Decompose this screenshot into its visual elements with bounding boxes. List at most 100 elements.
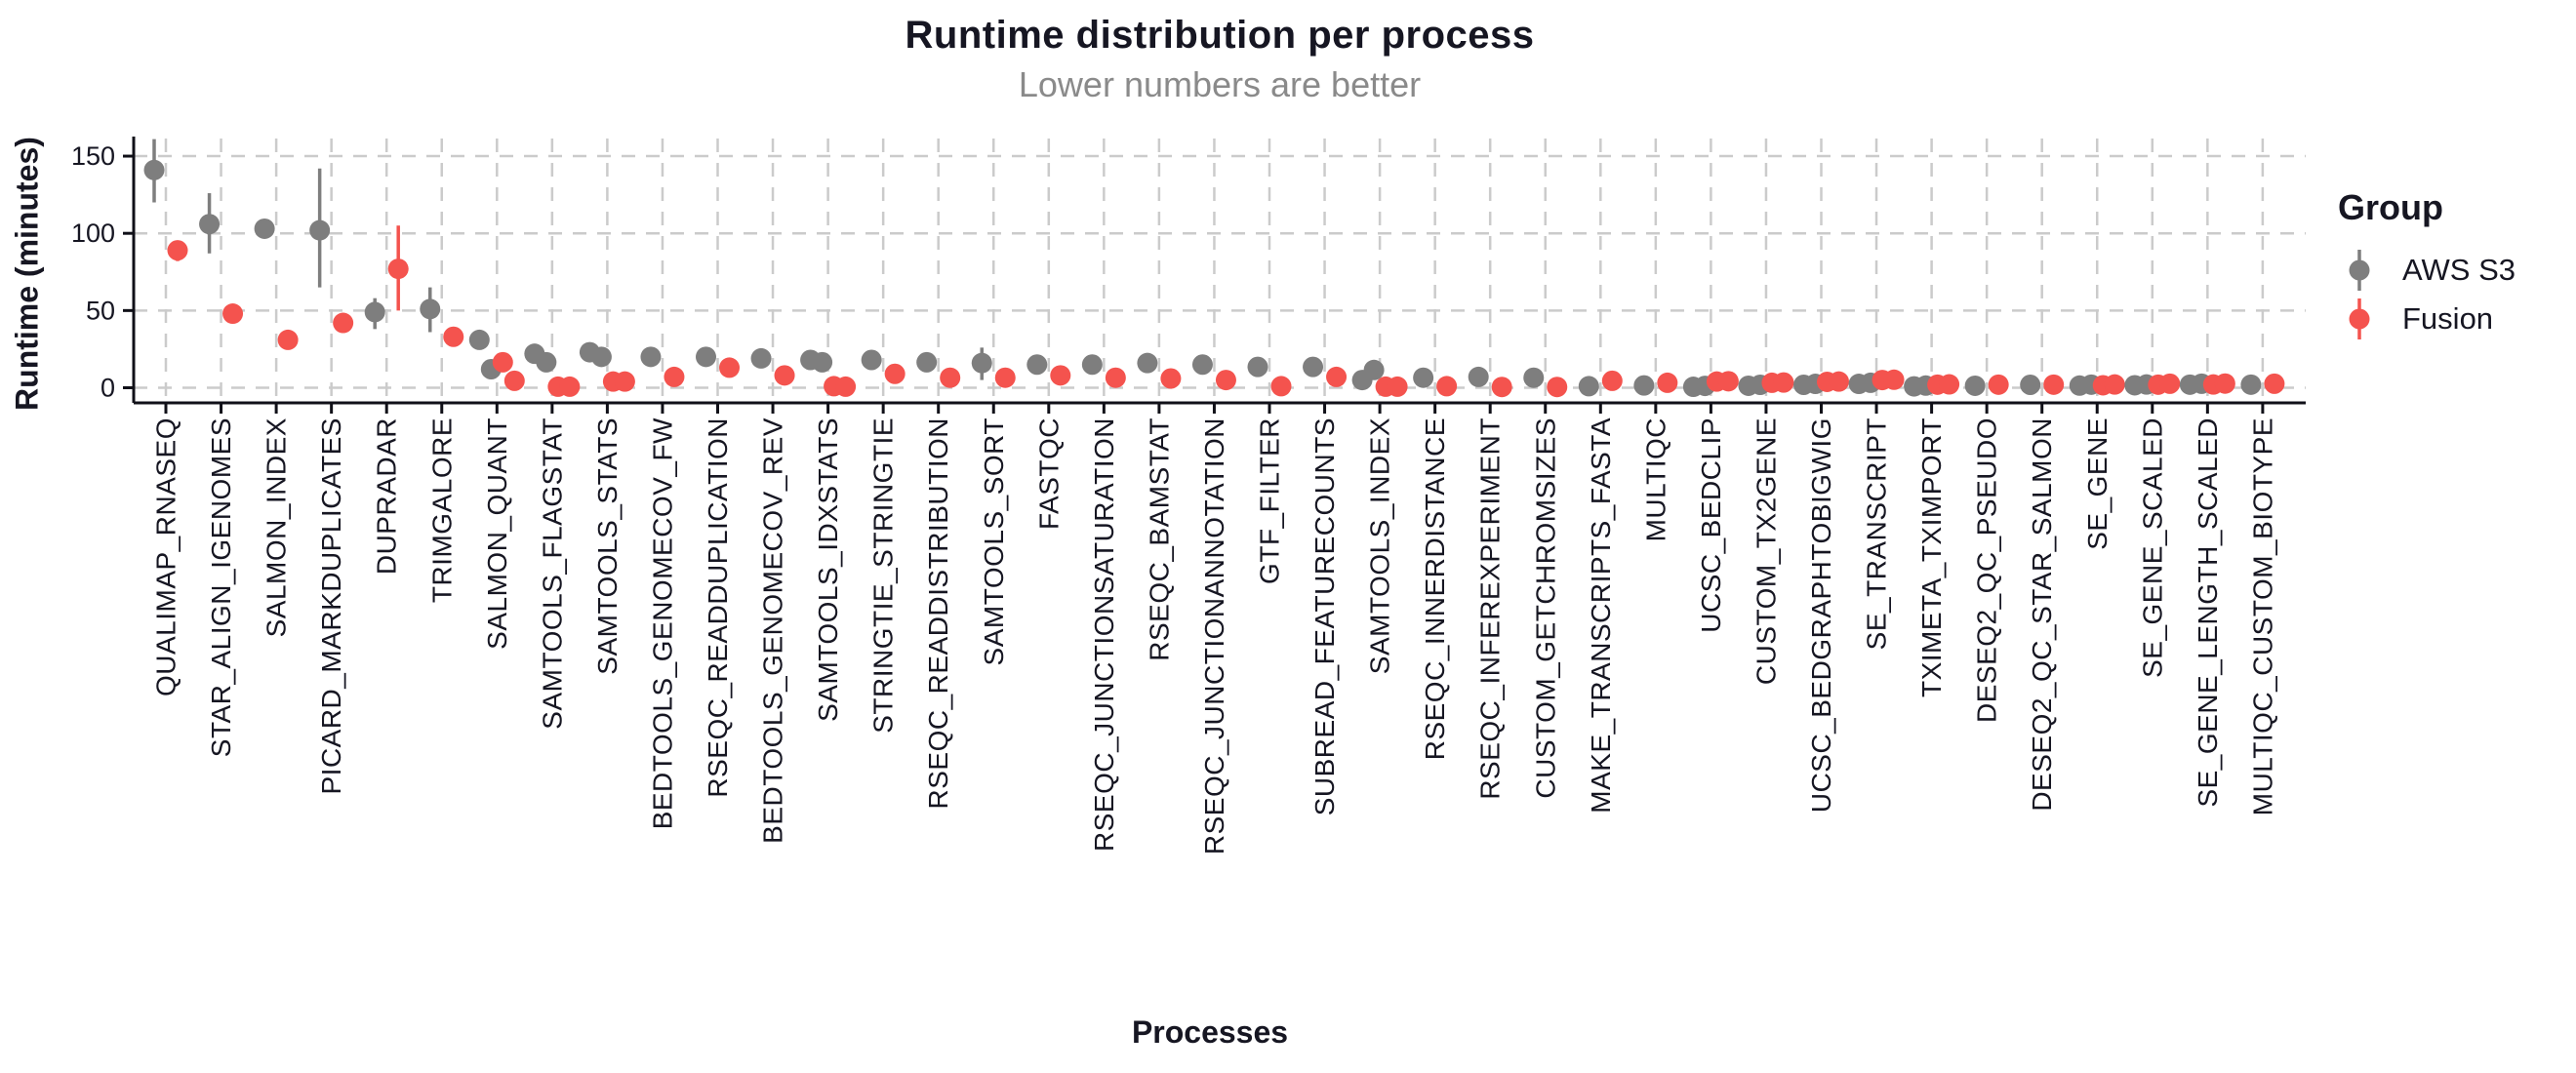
fusion-point <box>664 366 685 387</box>
x-tick-label: FASTQC <box>1033 417 1064 530</box>
aws-s3-point <box>143 159 165 180</box>
x-tick-label: SAMTOOLS_FLAGSTAT <box>537 417 567 730</box>
aws-s3-point <box>468 329 490 350</box>
x-tick-label: SUBREAD_FEATURECOUNTS <box>1309 417 1340 815</box>
aws-s3-point <box>364 301 385 323</box>
legend-entry-label: AWS S3 <box>2402 253 2516 287</box>
x-tick-label: SE_GENE <box>2082 417 2113 550</box>
aws-s3-point <box>1413 367 1434 388</box>
fusion-point <box>1601 370 1623 391</box>
fusion-point <box>2104 374 2125 395</box>
x-tick-label: RSEQC_INNERDISTANCE <box>1420 417 1450 760</box>
fusion-point <box>774 365 795 386</box>
aws-s3-point <box>1247 356 1268 378</box>
fusion-point <box>614 371 635 392</box>
legend-key-icon <box>2349 298 2370 339</box>
fusion-point <box>1988 374 2009 395</box>
aws-s3-point <box>971 352 992 374</box>
fusion-point <box>277 329 299 350</box>
legend-entries: AWS S3 Fusion <box>2338 246 2516 343</box>
fusion-point <box>2043 374 2065 395</box>
x-tick-label: CUSTOM_TX2GENE <box>1751 417 1781 685</box>
x-tick-label: SAMTOOLS_IDXSTATS <box>813 417 843 722</box>
fusion-point <box>2214 373 2235 394</box>
fusion-point <box>1491 377 1512 398</box>
x-tick-label: SE_GENE_SCALED <box>2137 417 2167 678</box>
legend: Group AWS S3 Fusion <box>2338 187 2516 343</box>
legend-title: Group <box>2338 187 2443 227</box>
aws-s3-point <box>1303 356 1324 378</box>
aws-s3-point <box>1137 352 1158 374</box>
x-tick-label: RSEQC_JUNCTIONSATURATION <box>1089 417 1119 852</box>
x-tick-label: SALMON_QUANT <box>482 417 512 650</box>
x-tick-label: UCSC_BEDGRAPHTOBIGWIG <box>1806 417 1836 813</box>
y-tick-label: 100 <box>71 219 115 248</box>
x-tick-label: RSEQC_READDISTRIBUTION <box>923 417 953 810</box>
x-tick-label: QUALIMAP_RNASEQ <box>151 417 181 696</box>
fusion-point <box>994 367 1016 388</box>
x-tick-label: MAKE_TRANSCRIPTS_FASTA <box>1586 417 1616 814</box>
x-tick-label: SAMTOOLS_STATS <box>592 417 623 675</box>
y-tick-label: 50 <box>86 296 115 325</box>
legend-key-icon <box>2349 250 2370 291</box>
aws-s3-point <box>1363 359 1385 380</box>
y-tick-label: 150 <box>71 141 115 171</box>
aws-s3-point <box>1633 375 1655 396</box>
fusion-point <box>387 258 409 280</box>
fusion-point <box>333 312 354 334</box>
fusion-point <box>1773 372 1794 393</box>
fusion-point <box>167 240 188 261</box>
fusion-point <box>1883 369 1905 390</box>
aws-s3-point <box>1523 367 1545 388</box>
fusion-point <box>940 367 961 388</box>
x-tick-label: DESEQ2_QC_PSEUDO <box>1972 417 2002 723</box>
legend-entry-fusion: Fusion <box>2338 295 2516 343</box>
x-tick-label: BEDTOOLS_GENOMECOV_REV <box>758 417 788 844</box>
fusion-point <box>1105 367 1126 388</box>
aws-s3-point <box>1468 366 1489 387</box>
aws-s3-point <box>199 214 221 235</box>
aws-s3-point <box>916 351 938 373</box>
fusion-point <box>1717 371 1739 392</box>
fusion-point <box>1939 374 1960 395</box>
x-tick-label: GTF_FILTER <box>1255 417 1285 584</box>
fusion-point <box>884 363 906 384</box>
fusion-point <box>1050 365 1071 386</box>
aws-s3-point <box>420 298 441 320</box>
aws-s3-point <box>1964 375 1986 396</box>
aws-s3-point <box>590 346 612 368</box>
fusion-point <box>559 376 581 397</box>
x-tick-label: SAMTOOLS_SORT <box>979 417 1009 665</box>
fusion-point <box>443 326 464 347</box>
x-tick-label: STRINGTIE_STRINGTIE <box>868 417 899 734</box>
aws-s3-point <box>1026 354 1048 376</box>
aws-s3-point <box>1081 354 1103 376</box>
fusion-point <box>503 370 525 391</box>
x-tick-label: SALMON_INDEX <box>262 417 292 637</box>
fusion-point <box>1387 376 1408 397</box>
y-axis-title: Runtime (minutes) <box>9 137 45 411</box>
aws-s3-point <box>1191 354 1213 376</box>
legend-entry-label: Fusion <box>2402 301 2494 336</box>
aws-s3-point <box>812 351 833 373</box>
x-tick-label: SE_GENE_LENGTH_SCALED <box>2193 417 2223 808</box>
chart-title: Runtime distribution per process <box>905 14 1535 57</box>
x-tick-label: DUPRADAR <box>372 417 402 575</box>
fusion-point <box>1326 366 1348 387</box>
aws-s3-point <box>2020 374 2041 395</box>
fusion-point <box>2159 373 2181 394</box>
fusion-point <box>222 303 244 325</box>
fusion-point <box>492 351 513 373</box>
x-tick-label: RSEQC_READDUPLICATION <box>703 417 733 798</box>
aws-s3-point <box>536 351 557 373</box>
aws-s3-point <box>861 349 882 371</box>
x-tick-label: SAMTOOLS_INDEX <box>1365 417 1395 674</box>
aws-s3-point <box>640 346 662 368</box>
chart-subtitle: Lower numbers are better <box>1018 64 1422 104</box>
fusion-point <box>2264 373 2285 394</box>
fusion-point <box>1270 376 1292 397</box>
x-tick-label: CUSTOM_GETCHROMSIZES <box>1530 417 1560 799</box>
fusion-point <box>835 376 857 397</box>
x-tick-label: RSEQC_BAMSTAT <box>1144 417 1174 661</box>
fusion-point <box>719 357 740 378</box>
